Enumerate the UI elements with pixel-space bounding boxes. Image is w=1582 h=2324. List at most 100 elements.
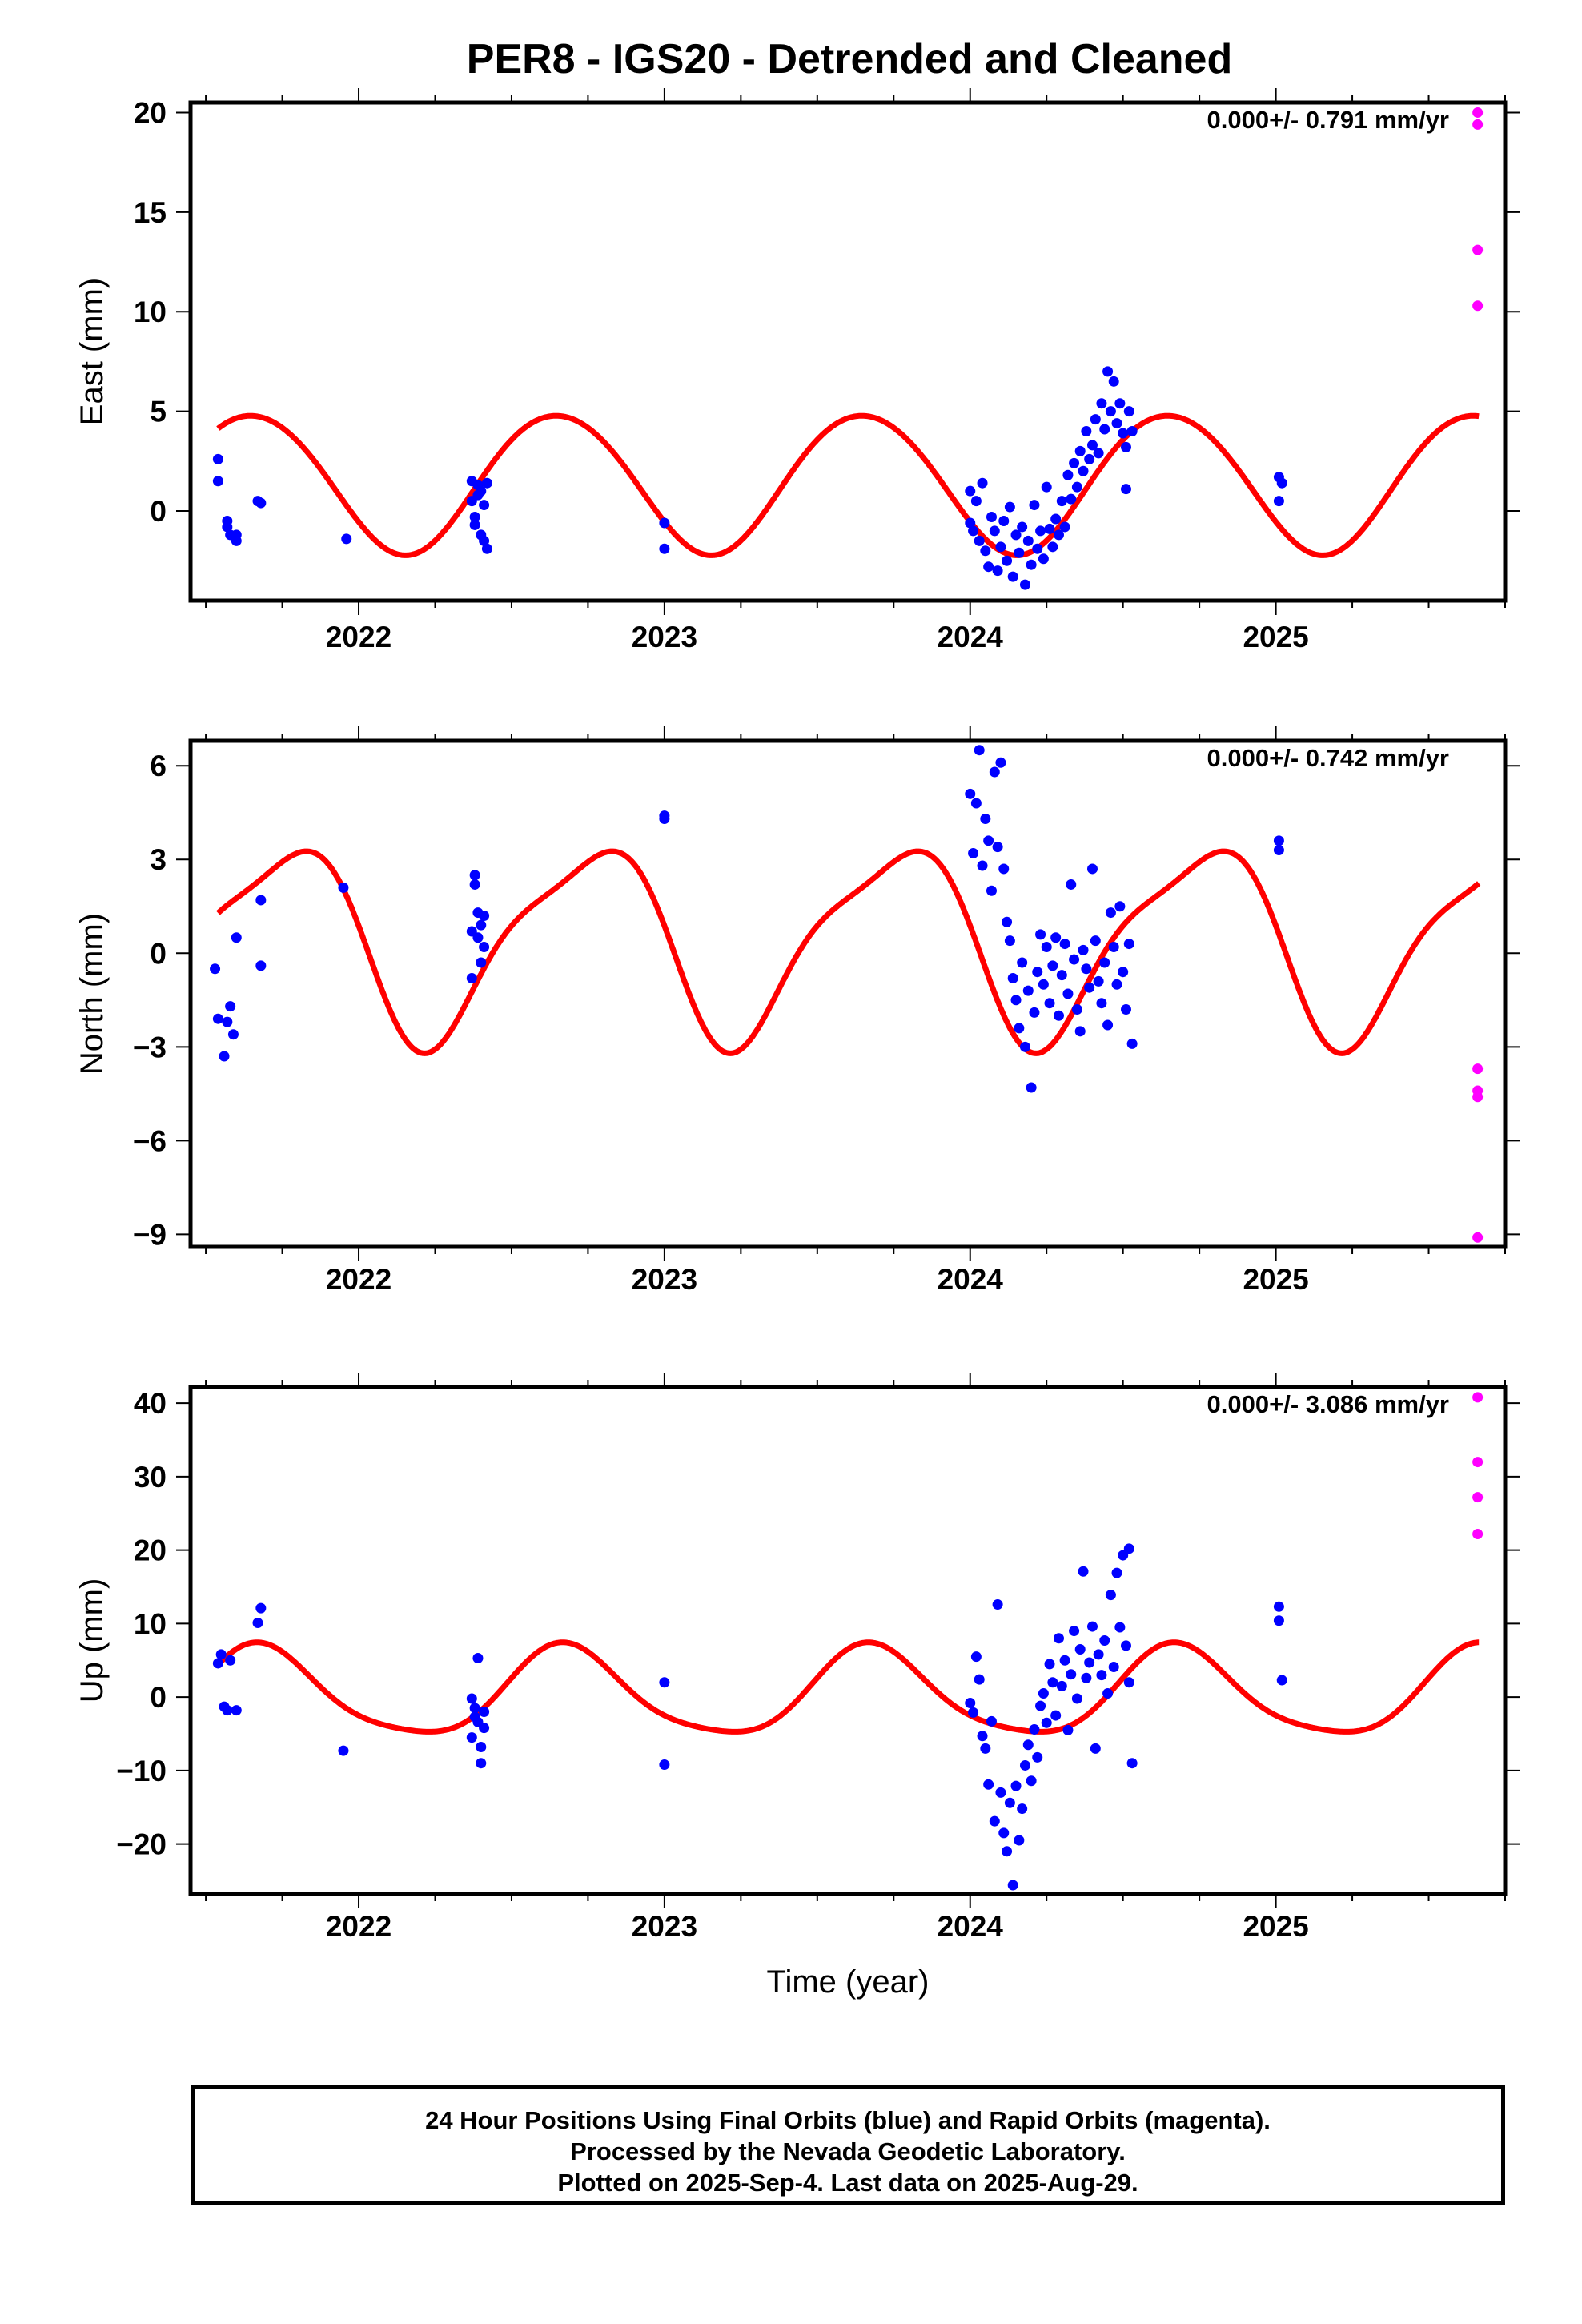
east-final-orbit-point (1102, 366, 1114, 377)
east-panel: 2022 2023 2024 2025 0 5 10 15 20 East (mm) 0.000+/… (74, 88, 1520, 653)
east-final-orbit-point (1032, 543, 1043, 554)
up-x-tick-label: 2025 (1243, 1910, 1308, 1943)
north-final-orbit-point (1105, 907, 1116, 919)
up-final-orbit-point (992, 1599, 1003, 1610)
east-final-orbit-point (469, 512, 480, 523)
east-final-orbit-point (1007, 571, 1018, 582)
up-final-orbit-point (1050, 1710, 1062, 1721)
north-x-tick-label: 2023 (632, 1263, 697, 1296)
east-final-orbit-point (481, 477, 492, 489)
east-final-orbit-point (212, 476, 223, 487)
north-final-orbit-point (977, 860, 988, 871)
north-final-orbit-point (1108, 941, 1119, 952)
up-final-orbit-point (1108, 1662, 1119, 1673)
north-final-orbit-point (1123, 939, 1134, 950)
east-final-orbit-point (469, 519, 480, 530)
east-final-orbit-point (992, 565, 1003, 577)
up-final-orbit-point (1118, 1550, 1129, 1561)
north-final-orbit-point (1126, 1038, 1138, 1049)
east-final-orbit-point (977, 477, 988, 489)
up-final-orbit-point (965, 1697, 976, 1708)
footer-line-3: Plotted on 2025-Sep-4. Last data on 2025… (557, 2169, 1138, 2197)
east-final-orbit-point (1041, 481, 1052, 493)
up-final-orbit-point (1038, 1688, 1049, 1699)
up-final-orbit-point (995, 1787, 1006, 1798)
up-final-orbit-point (1273, 1601, 1284, 1612)
east-final-orbit-point (1123, 406, 1134, 417)
east-final-orbit-point (1086, 440, 1098, 451)
east-final-orbit-point (1093, 448, 1104, 459)
north-y-tick-label: 0 (150, 937, 167, 970)
east-final-orbit-point (1111, 418, 1122, 429)
east-plot-frame (188, 100, 1508, 603)
north-y-tick-label: 3 (150, 843, 167, 876)
up-final-orbit-point (1111, 1567, 1122, 1578)
north-final-orbit-point (1062, 988, 1074, 999)
north-rate-label: 0.000+/- 0.742 mm/yr (1207, 744, 1449, 772)
east-final-orbit-point (965, 517, 976, 529)
up-final-orbit-point (659, 1759, 670, 1771)
east-final-orbit-point (1038, 553, 1049, 565)
north-final-orbit-point (965, 788, 976, 799)
north-final-orbit-point (1017, 957, 1028, 968)
east-final-orbit-point (222, 521, 233, 533)
north-final-orbit-point (1014, 1023, 1025, 1034)
east-rapid-orbit-point (1472, 119, 1484, 130)
up-final-orbit-point (989, 1815, 1000, 1827)
up-final-orbit-point (1105, 1590, 1116, 1601)
up-x-tick-label: 2023 (632, 1910, 697, 1943)
up-final-orbit-point (1035, 1700, 1046, 1711)
east-final-orbit-point (1120, 484, 1131, 495)
up-final-orbit-point (466, 1693, 477, 1704)
up-final-orbit-point (469, 1703, 480, 1714)
east-final-orbit-point (1014, 547, 1025, 558)
east-final-orbit-point (1081, 426, 1092, 437)
east-final-orbit-point (1084, 453, 1095, 464)
east-final-orbit-point (986, 512, 997, 523)
east-final-orbit-point (1010, 529, 1022, 541)
north-final-orbit-point (1038, 979, 1049, 990)
up-final-orbit-point (1086, 1621, 1098, 1632)
east-final-orbit-point (1105, 406, 1116, 417)
north-final-orbit-point (983, 835, 994, 846)
north-final-orbit-point (1047, 960, 1058, 971)
up-final-orbit-point (1099, 1635, 1110, 1646)
footer-line-2: Processed by the Nevada Geodetic Laborat… (570, 2137, 1126, 2165)
east-final-orbit-point (1035, 525, 1046, 537)
up-final-orbit-point (476, 1758, 487, 1769)
north-y-axis-title: North (mm) (74, 913, 110, 1075)
east-x-tick-label: 2025 (1243, 621, 1308, 653)
up-final-orbit-point (1032, 1751, 1043, 1763)
up-final-orbit-point (968, 1707, 979, 1718)
north-rapid-orbit-point (1472, 1092, 1484, 1103)
north-final-orbit-point (1029, 1007, 1040, 1018)
north-final-orbit-point (1111, 979, 1122, 990)
north-final-orbit-point (1273, 845, 1284, 856)
east-final-orbit-point (1062, 469, 1074, 480)
east-final-orbit-point (1078, 465, 1089, 476)
north-final-orbit-point (222, 1016, 233, 1027)
north-final-orbit-point (1099, 957, 1110, 968)
up-panel: 2022 2023 2024 2025 −20 −10 0 10 20 30 40 Up (mm) 0.… (74, 1373, 1520, 2000)
east-final-orbit-point (1026, 559, 1037, 570)
east-final-orbit-point (479, 500, 490, 511)
north-final-orbit-point (1273, 835, 1284, 846)
north-final-orbit-point (1096, 998, 1107, 1009)
east-final-orbit-point (965, 485, 976, 497)
north-final-orbit-point (989, 766, 1000, 778)
north-final-orbit-point (992, 842, 1003, 853)
up-final-orbit-point (1062, 1724, 1074, 1735)
north-final-orbit-point (1022, 985, 1034, 996)
up-final-orbit-point (983, 1779, 994, 1790)
east-final-orbit-point (1096, 398, 1107, 409)
north-final-orbit-point (1093, 975, 1104, 987)
east-model-curve (216, 412, 1481, 558)
north-final-orbit-point (980, 814, 991, 825)
east-final-orbit-point (1273, 496, 1284, 507)
east-final-orbit-point (1276, 477, 1287, 489)
east-final-orbit-point (1056, 496, 1067, 507)
east-final-orbit-point (255, 497, 267, 509)
north-final-orbit-point (1041, 941, 1052, 952)
east-final-orbit-point (479, 535, 490, 546)
north-final-orbit-point (1007, 972, 1018, 983)
